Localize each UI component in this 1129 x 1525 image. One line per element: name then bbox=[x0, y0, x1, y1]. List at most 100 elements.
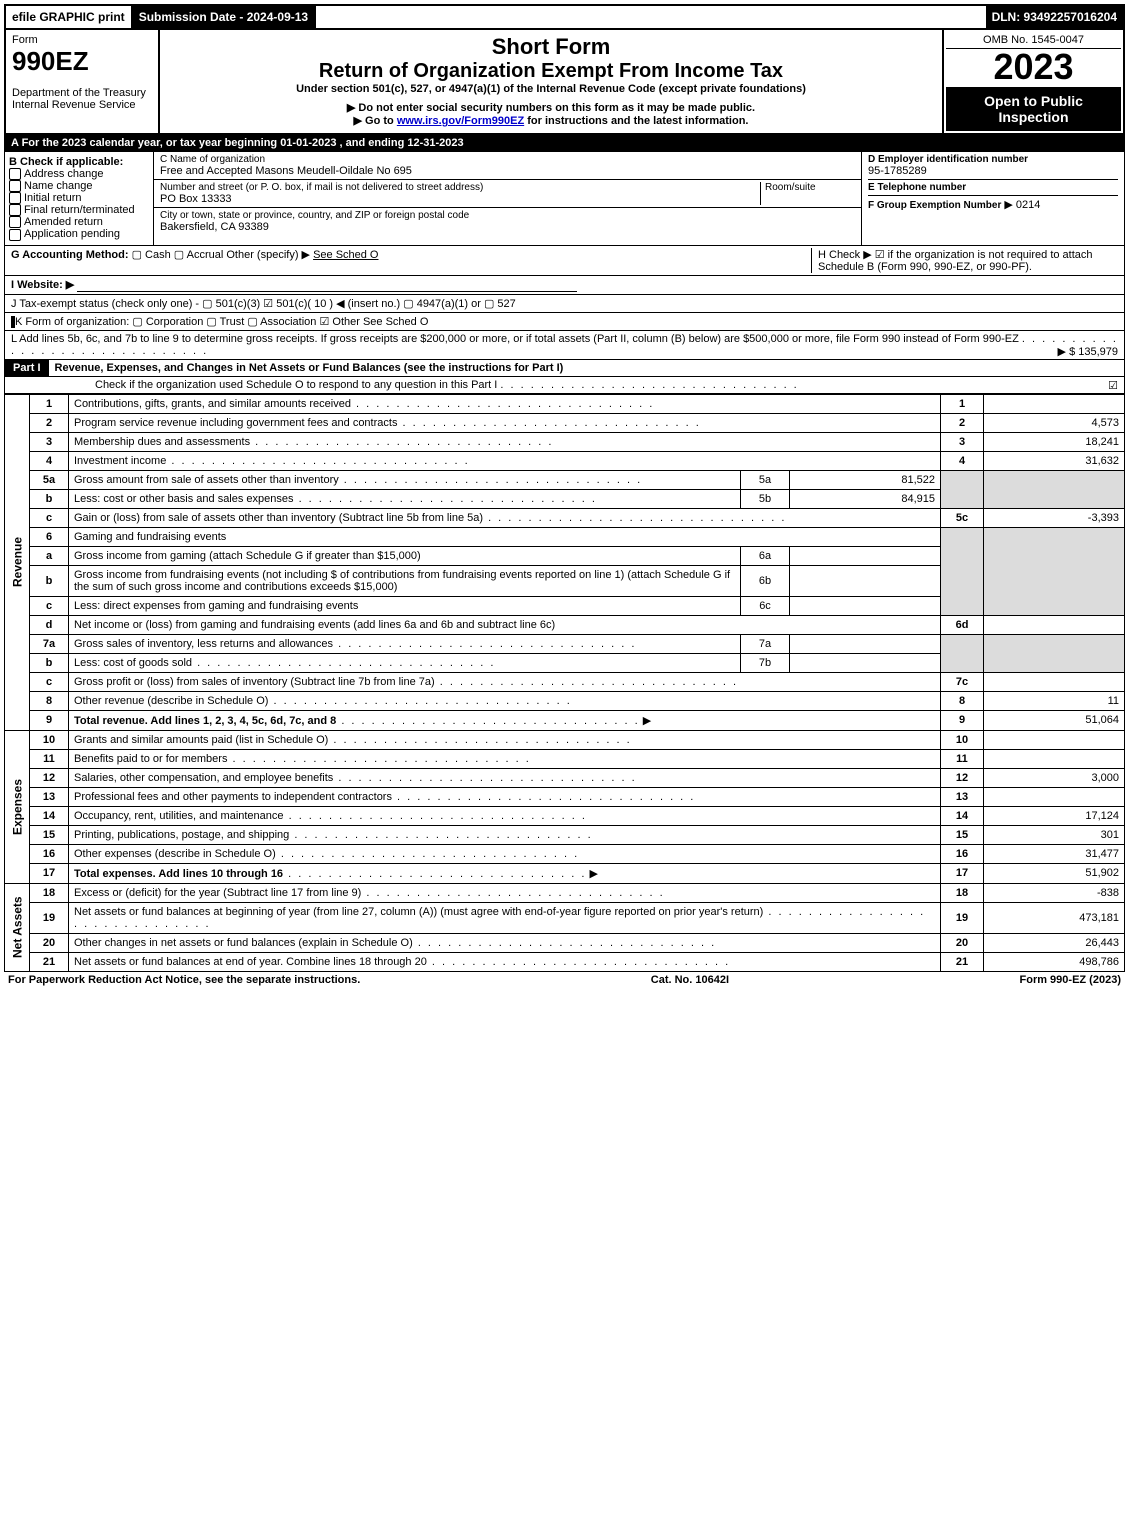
b-label: B Check if applicable: bbox=[9, 156, 149, 168]
l8: Other revenue (describe in Schedule O) bbox=[74, 695, 268, 707]
chk-initial[interactable]: Initial return bbox=[9, 192, 149, 204]
section-b: B Check if applicable: Address change Na… bbox=[5, 152, 154, 245]
v5a: 81,522 bbox=[790, 470, 941, 489]
l-text: L Add lines 5b, 6c, and 7b to line 9 to … bbox=[11, 333, 1019, 345]
l16: Other expenses (describe in Schedule O) bbox=[74, 848, 276, 860]
form-title: Return of Organization Exempt From Incom… bbox=[168, 60, 934, 83]
i-label: I Website: ▶ bbox=[11, 279, 74, 291]
efile-label: efile GRAPHIC print bbox=[6, 6, 133, 28]
v8: 11 bbox=[984, 691, 1125, 710]
h-text: H Check ▶ ☑ if the organization is not r… bbox=[811, 248, 1118, 273]
l17: Total expenses. Add lines 10 through 16 bbox=[74, 868, 283, 880]
g-label: G Accounting Method: bbox=[11, 249, 129, 261]
org-name: Free and Accepted Masons Meudell-Oildale… bbox=[160, 165, 855, 177]
n1: 1 bbox=[30, 394, 69, 413]
dln-label: DLN: 93492257016204 bbox=[986, 6, 1123, 28]
v9: 51,064 bbox=[984, 710, 1125, 730]
l2: Program service revenue including govern… bbox=[74, 417, 397, 429]
v10 bbox=[984, 730, 1125, 749]
part1-check-text: Check if the organization used Schedule … bbox=[95, 379, 497, 391]
part1-check-row: Check if the organization used Schedule … bbox=[4, 377, 1125, 394]
chk-amended[interactable]: Amended return bbox=[9, 216, 149, 228]
tax-year: 2023 bbox=[946, 49, 1121, 85]
v7c bbox=[984, 672, 1125, 691]
row-l: L Add lines 5b, 6c, and 7b to line 9 to … bbox=[4, 331, 1125, 360]
l6b: Gross income from fundraising events (no… bbox=[74, 569, 730, 593]
v5c: -3,393 bbox=[984, 508, 1125, 527]
chk-address[interactable]: Address change bbox=[9, 168, 149, 180]
l3: Membership dues and assessments bbox=[74, 436, 250, 448]
side-expenses: Expenses bbox=[5, 730, 30, 883]
row-gh: G Accounting Method: ▢ Cash ▢ Accrual Ot… bbox=[4, 246, 1125, 276]
l7b: Less: cost of goods sold bbox=[74, 657, 192, 669]
side-net: Net Assets bbox=[5, 883, 30, 971]
goto-post: for instructions and the latest informat… bbox=[524, 115, 748, 127]
open-inspection: Open to Public Inspection bbox=[946, 87, 1121, 131]
v15: 301 bbox=[984, 825, 1125, 844]
chk-pending[interactable]: Application pending bbox=[9, 228, 149, 240]
l12: Salaries, other compensation, and employ… bbox=[74, 772, 333, 784]
v1 bbox=[984, 394, 1125, 413]
grp-value: ▶ 0214 bbox=[1004, 199, 1040, 211]
c-addr-label: Number and street (or P. O. box, if mail… bbox=[160, 182, 760, 193]
v13 bbox=[984, 787, 1125, 806]
v19: 473,181 bbox=[984, 902, 1125, 933]
l19: Net assets or fund balances at beginning… bbox=[74, 906, 763, 918]
section-def: D Employer identification number 95-1785… bbox=[862, 152, 1124, 245]
footer-mid: Cat. No. 10642I bbox=[651, 974, 729, 986]
ein-value: 95-1785289 bbox=[868, 165, 1118, 177]
v6d bbox=[984, 615, 1125, 634]
c-name-label: C Name of organization bbox=[160, 154, 855, 165]
top-spacer bbox=[316, 6, 985, 28]
header-left: Form 990EZ Department of the Treasury In… bbox=[6, 30, 160, 133]
v11 bbox=[984, 749, 1125, 768]
v17: 51,902 bbox=[984, 863, 1125, 883]
v5b: 84,915 bbox=[790, 489, 941, 508]
footer-left: For Paperwork Reduction Act Notice, see … bbox=[8, 974, 360, 986]
header-right: OMB No. 1545-0047 2023 Open to Public In… bbox=[942, 30, 1123, 133]
l6c: Less: direct expenses from gaming and fu… bbox=[74, 600, 358, 612]
form-subtitle: Under section 501(c), 527, or 4947(a)(1)… bbox=[168, 83, 934, 95]
v20: 26,443 bbox=[984, 933, 1125, 952]
k-text: K Form of organization: ▢ Corporation ▢ … bbox=[15, 316, 428, 328]
v2: 4,573 bbox=[984, 413, 1125, 432]
row-k: K Form of organization: ▢ Corporation ▢ … bbox=[4, 313, 1125, 331]
l6a: Gross income from gaming (attach Schedul… bbox=[74, 550, 421, 562]
c-city-label: City or town, state or province, country… bbox=[160, 210, 855, 221]
g-opts: ▢ Cash ▢ Accrual Other (specify) ▶ bbox=[132, 249, 310, 261]
v4: 31,632 bbox=[984, 451, 1125, 470]
dept-label: Department of the Treasury Internal Reve… bbox=[12, 87, 152, 111]
row-j: J Tax-exempt status (check only one) - ▢… bbox=[4, 295, 1125, 313]
chk-name[interactable]: Name change bbox=[9, 180, 149, 192]
part1-label: Part I bbox=[5, 360, 49, 376]
ln1: 1 bbox=[941, 394, 984, 413]
l5c: Gain or (loss) from sale of assets other… bbox=[74, 512, 483, 524]
v18: -838 bbox=[984, 883, 1125, 902]
l18: Excess or (deficit) for the year (Subtra… bbox=[74, 887, 361, 899]
form-word: Form bbox=[12, 34, 152, 46]
l7c: Gross profit or (loss) from sales of inv… bbox=[74, 676, 435, 688]
v21: 498,786 bbox=[984, 952, 1125, 971]
part1-title: Revenue, Expenses, and Changes in Net As… bbox=[49, 360, 1124, 376]
ssn-note: ▶ Do not enter social security numbers o… bbox=[168, 101, 934, 114]
l20: Other changes in net assets or fund bala… bbox=[74, 937, 413, 949]
d-ein-label: D Employer identification number bbox=[868, 154, 1118, 165]
org-city: Bakersfield, CA 93389 bbox=[160, 221, 855, 233]
l21: Net assets or fund balances at end of ye… bbox=[74, 956, 427, 968]
header-center: Short Form Return of Organization Exempt… bbox=[160, 30, 942, 133]
l9: Total revenue. Add lines 1, 2, 3, 4, 5c,… bbox=[74, 715, 336, 727]
form-number: 990EZ bbox=[12, 46, 152, 77]
chk-final[interactable]: Final return/terminated bbox=[9, 204, 149, 216]
irs-link[interactable]: www.irs.gov/Form990EZ bbox=[397, 115, 524, 127]
v12: 3,000 bbox=[984, 768, 1125, 787]
v3: 18,241 bbox=[984, 432, 1125, 451]
l10: Grants and similar amounts paid (list in… bbox=[74, 734, 328, 746]
e-tel-label: E Telephone number bbox=[868, 182, 1118, 193]
form-header: Form 990EZ Department of the Treasury In… bbox=[4, 30, 1125, 135]
l-amount: ▶ $ 135,979 bbox=[1058, 345, 1118, 358]
l1: Contributions, gifts, grants, and simila… bbox=[74, 398, 351, 410]
part1-checked: ☑ bbox=[1108, 379, 1118, 392]
l4: Investment income bbox=[74, 455, 166, 467]
org-address: PO Box 13333 bbox=[160, 193, 760, 205]
page-footer: For Paperwork Reduction Act Notice, see … bbox=[4, 972, 1125, 988]
